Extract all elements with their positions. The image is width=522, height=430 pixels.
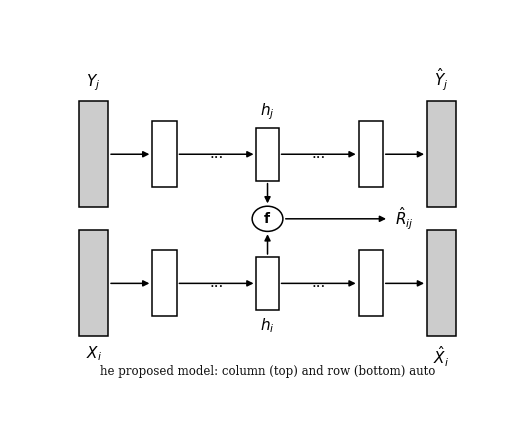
Bar [359, 121, 383, 187]
Text: $\hat{R}_{ij}$: $\hat{R}_{ij}$ [395, 206, 413, 232]
Text: $Y_j$: $Y_j$ [87, 72, 101, 93]
Circle shape [252, 206, 283, 231]
Text: $\hat{X}_i$: $\hat{X}_i$ [433, 344, 449, 369]
Text: ...: ... [312, 276, 326, 290]
Text: $h_j$: $h_j$ [260, 101, 275, 122]
Bar [256, 128, 279, 181]
Bar [359, 250, 383, 316]
Text: $\hat{Y}_j$: $\hat{Y}_j$ [434, 67, 449, 93]
Text: ...: ... [209, 276, 223, 290]
Bar [79, 230, 108, 336]
Bar [256, 257, 279, 310]
Text: he proposed model: column (top) and row (bottom) auto: he proposed model: column (top) and row … [100, 365, 435, 378]
Bar [79, 101, 108, 207]
Text: $X_i$: $X_i$ [86, 344, 102, 363]
Text: $\mathbf{f}$: $\mathbf{f}$ [264, 211, 271, 226]
Bar [427, 101, 456, 207]
Bar [152, 250, 176, 316]
Text: ...: ... [209, 147, 223, 161]
Text: ...: ... [312, 147, 326, 161]
Bar [152, 121, 176, 187]
Text: $h_i$: $h_i$ [260, 316, 275, 335]
Bar [427, 230, 456, 336]
